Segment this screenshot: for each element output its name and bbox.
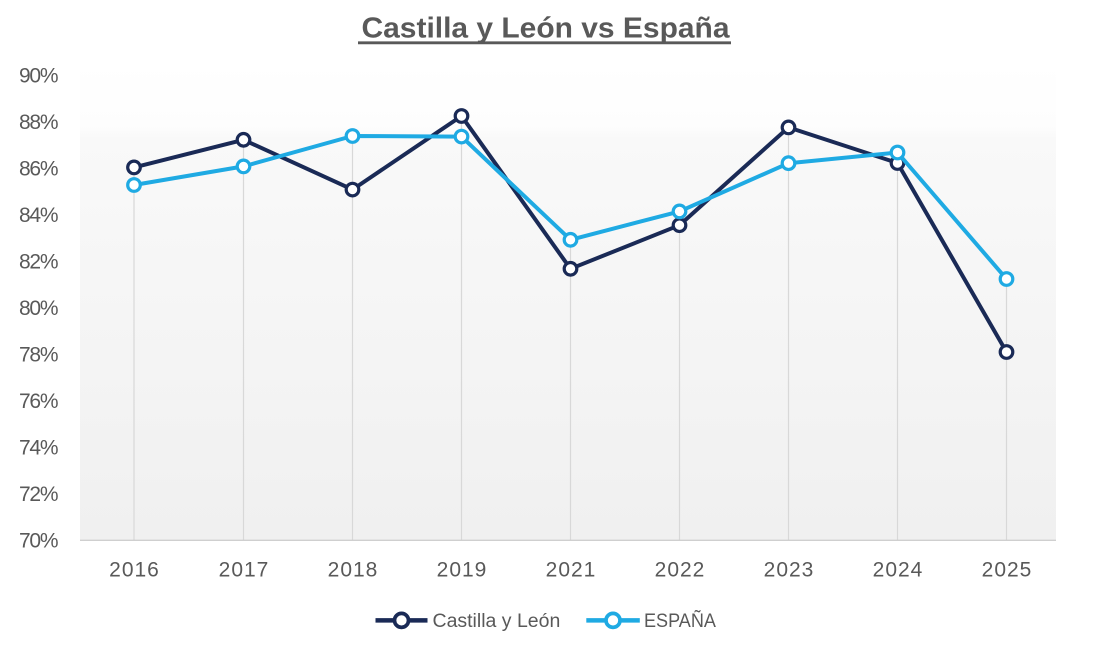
svg-text:2024: 2024: [873, 559, 923, 582]
svg-text:2018: 2018: [328, 559, 378, 582]
svg-text:86%: 86%: [19, 158, 59, 181]
svg-text:Castilla y León: Castilla y León: [433, 611, 561, 632]
svg-text:74%: 74%: [19, 437, 59, 460]
svg-text:2022: 2022: [655, 559, 705, 582]
svg-text:2017: 2017: [219, 559, 269, 582]
svg-text:82%: 82%: [19, 251, 59, 274]
svg-text:84%: 84%: [19, 204, 59, 227]
svg-text:2016: 2016: [109, 559, 159, 582]
svg-text:Castilla y León vs España: Castilla y León vs España: [362, 12, 731, 44]
svg-text:70%: 70%: [19, 530, 59, 553]
svg-text:88%: 88%: [19, 111, 59, 134]
svg-text:2021: 2021: [546, 559, 596, 582]
svg-text:90%: 90%: [19, 65, 59, 88]
svg-text:2019: 2019: [437, 559, 487, 582]
svg-text:80%: 80%: [19, 297, 59, 320]
svg-text:72%: 72%: [19, 483, 59, 506]
svg-text:78%: 78%: [19, 344, 59, 367]
svg-text:2023: 2023: [764, 559, 814, 582]
svg-text:2025: 2025: [982, 559, 1032, 582]
svg-text:76%: 76%: [19, 390, 59, 413]
svg-text:ESPAÑA: ESPAÑA: [644, 610, 716, 632]
